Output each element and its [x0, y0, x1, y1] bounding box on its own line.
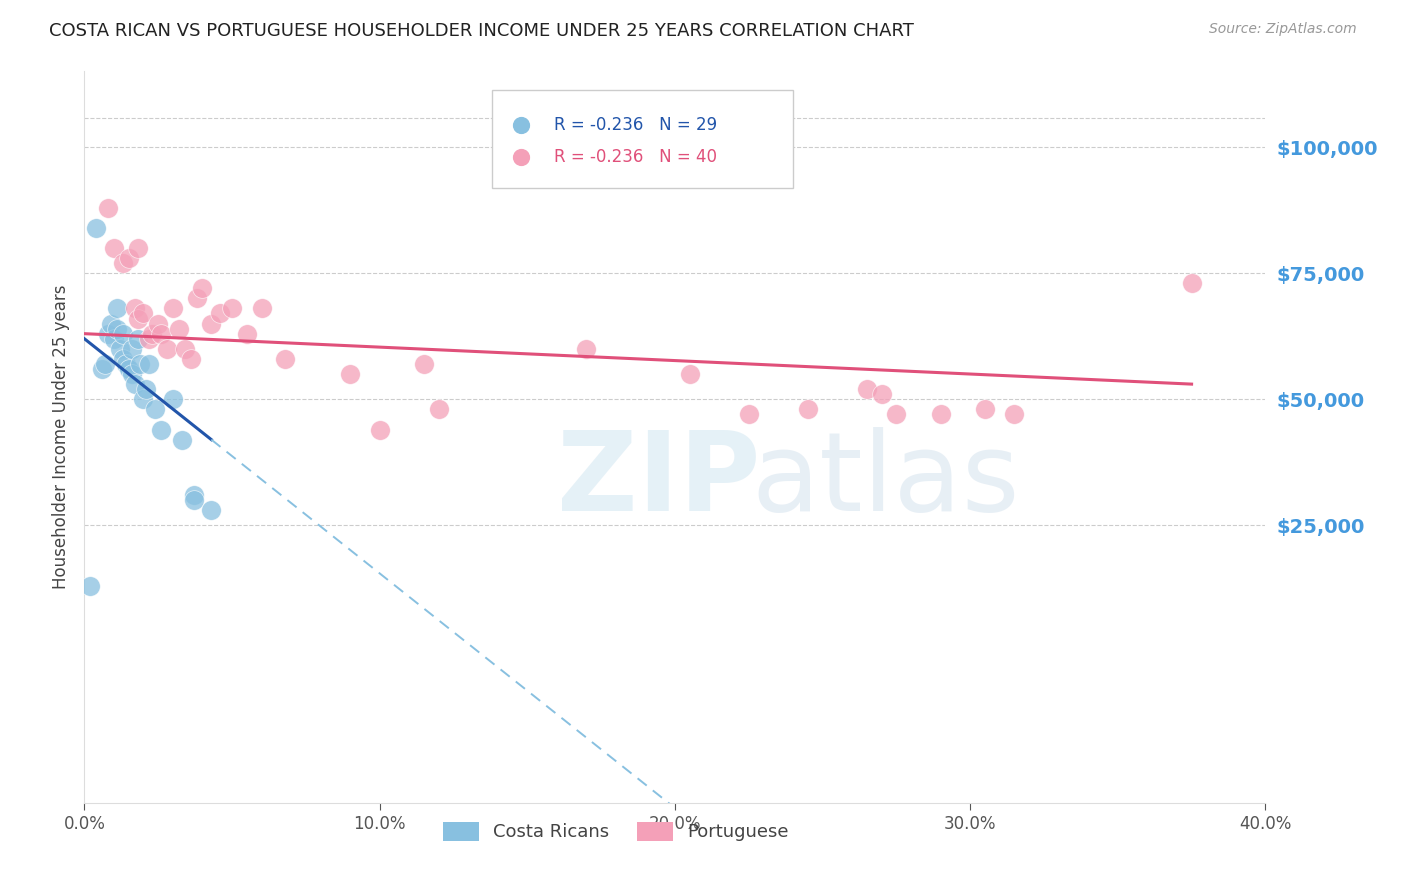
Point: [127, 311, 149, 326]
Point: [150, 326, 173, 341]
Point: [84, 220, 107, 235]
Text: atlas: atlas: [752, 427, 1021, 534]
Point: [132, 306, 155, 320]
Point: [209, 306, 232, 320]
Point: [127, 241, 149, 255]
Point: [132, 392, 155, 407]
Point: [129, 357, 152, 371]
Point: [124, 377, 146, 392]
Point: [183, 488, 205, 502]
Point: [221, 301, 243, 316]
Point: [1004, 408, 1026, 422]
Text: R = -0.236   N = 40: R = -0.236 N = 40: [554, 148, 717, 166]
Point: [974, 402, 997, 417]
Point: [121, 367, 143, 381]
Point: [929, 408, 952, 422]
Point: [183, 493, 205, 508]
Point: [108, 342, 131, 356]
Point: [111, 256, 134, 270]
Point: [170, 433, 193, 447]
Point: [111, 326, 134, 341]
Point: [274, 351, 297, 366]
Point: [111, 351, 134, 366]
Point: [162, 301, 184, 316]
Point: [100, 317, 122, 331]
Point: [1166, 644, 1188, 658]
Point: [124, 301, 146, 316]
Point: [105, 301, 128, 316]
Y-axis label: Householder Income Under 25 years: Householder Income Under 25 years: [52, 285, 70, 590]
Point: [97, 201, 120, 215]
Point: [1166, 644, 1188, 658]
Point: [180, 351, 202, 366]
Point: [150, 423, 173, 437]
Point: [94, 357, 117, 371]
Point: [236, 326, 259, 341]
Point: [138, 332, 160, 346]
Point: [97, 326, 120, 341]
Point: [118, 362, 141, 376]
Point: [167, 321, 190, 335]
Legend: Costa Ricans, Portuguese: Costa Ricans, Portuguese: [436, 814, 796, 848]
Point: [413, 357, 436, 371]
Text: ZIP: ZIP: [557, 427, 761, 534]
Point: [79, 579, 101, 593]
Point: [141, 326, 163, 341]
Point: [127, 332, 149, 346]
Point: [143, 402, 166, 417]
Point: [114, 357, 136, 371]
Point: [138, 357, 160, 371]
Point: [738, 408, 761, 422]
Text: R = -0.236   N = 29: R = -0.236 N = 29: [554, 116, 717, 134]
Point: [105, 321, 128, 335]
Point: [870, 387, 893, 401]
Point: [121, 342, 143, 356]
Point: [156, 342, 179, 356]
Point: [186, 291, 208, 305]
Point: [856, 382, 879, 396]
Point: [135, 382, 157, 396]
Point: [797, 402, 820, 417]
Text: COSTA RICAN VS PORTUGUESE HOUSEHOLDER INCOME UNDER 25 YEARS CORRELATION CHART: COSTA RICAN VS PORTUGUESE HOUSEHOLDER IN…: [49, 22, 914, 40]
Point: [339, 367, 361, 381]
Point: [162, 392, 184, 407]
Point: [103, 241, 125, 255]
Point: [103, 332, 125, 346]
Point: [173, 342, 195, 356]
Point: [427, 402, 450, 417]
Point: [91, 362, 114, 376]
Point: [200, 317, 222, 331]
Point: [191, 281, 214, 295]
Point: [368, 423, 391, 437]
Point: [575, 342, 598, 356]
Point: [679, 367, 702, 381]
Point: [886, 408, 908, 422]
FancyBboxPatch shape: [492, 90, 793, 188]
Point: [118, 251, 141, 265]
Text: Source: ZipAtlas.com: Source: ZipAtlas.com: [1209, 22, 1357, 37]
Point: [1181, 277, 1204, 291]
Point: [250, 301, 273, 316]
Point: [148, 317, 170, 331]
Point: [200, 503, 222, 517]
